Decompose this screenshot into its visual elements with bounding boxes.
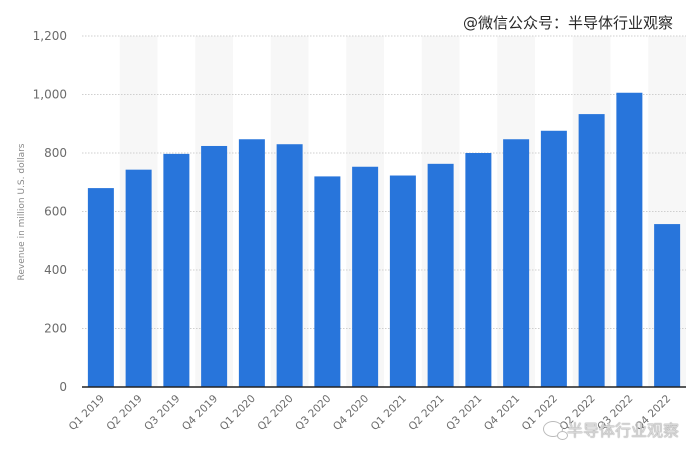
x-tick-label: Q3 2019 — [142, 393, 182, 433]
bar — [314, 176, 341, 387]
watermark-bottom: 半导体行业观察 — [543, 417, 679, 441]
bar — [503, 139, 530, 387]
x-tick-label: Q2 2021 — [406, 393, 446, 433]
bar — [540, 130, 567, 387]
bar — [616, 92, 643, 388]
x-tick-label: Q1 2021 — [369, 393, 409, 433]
y-tick-label: 400 — [44, 263, 67, 277]
watermark-bottom-text: 半导体行业观察 — [567, 421, 680, 440]
bar — [238, 139, 265, 387]
bar — [389, 175, 416, 387]
bar — [87, 188, 114, 387]
x-tick-label: Q2 2019 — [104, 393, 144, 433]
y-tick-label: 0 — [59, 380, 67, 394]
x-tick-label: Q3 2021 — [444, 393, 484, 433]
y-tick-label: 200 — [44, 322, 67, 336]
y-tick-label: 800 — [44, 146, 67, 160]
bars — [87, 92, 681, 388]
y-axis-ticks: 0 200 400 600 800 1,000 1,200 — [33, 29, 67, 394]
x-tick-label: Q1 2019 — [67, 393, 107, 433]
watermark-top: @微信公众号：半导体行业观察 — [463, 14, 674, 32]
bar — [427, 163, 454, 387]
bar — [276, 144, 303, 387]
y-tick-label: 1,200 — [33, 29, 67, 43]
y-axis-label: Revenue in million U.S. dollars — [17, 143, 27, 280]
y-tick-label: 1,000 — [33, 88, 67, 102]
x-tick-label: Q1 2020 — [218, 393, 258, 433]
x-tick-label: Q4 2019 — [180, 393, 220, 433]
bar — [578, 114, 605, 387]
bar — [465, 153, 492, 387]
x-tick-label: Q2 2020 — [255, 393, 295, 433]
y-tick-label: 600 — [44, 205, 67, 219]
x-tick-label: Q4 2020 — [331, 393, 371, 433]
wechat-icon — [543, 421, 568, 440]
x-tick-label: Q4 2021 — [482, 393, 522, 433]
x-tick-label: Q3 2020 — [293, 393, 333, 433]
bar — [163, 153, 190, 387]
bar — [201, 145, 228, 387]
bar — [352, 166, 379, 387]
bar — [654, 224, 681, 387]
bar — [125, 169, 152, 387]
